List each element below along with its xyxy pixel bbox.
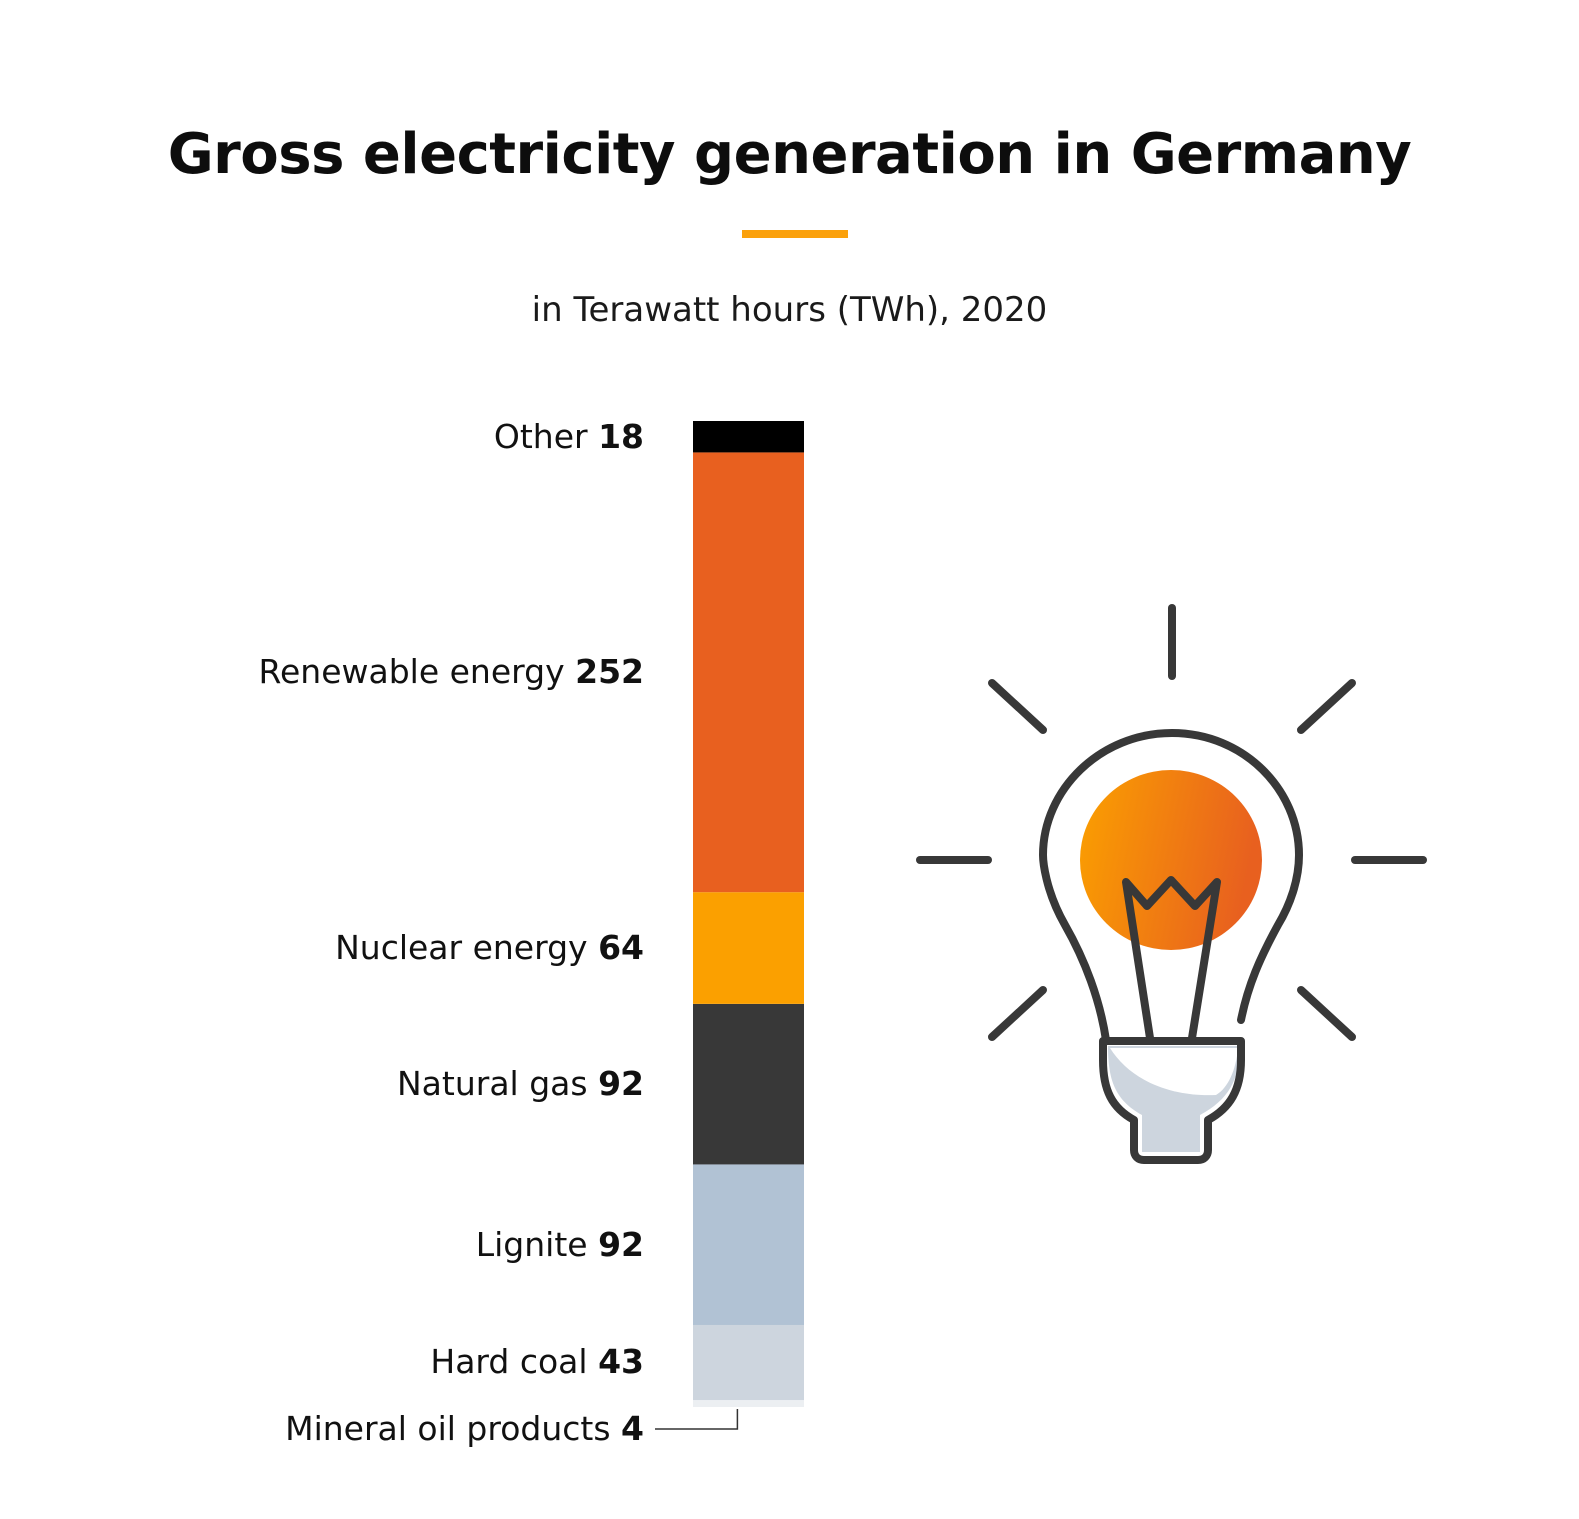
segment-name: Natural gas bbox=[397, 1064, 599, 1104]
title-accent-bar bbox=[742, 230, 848, 238]
bulb-glow bbox=[1080, 770, 1262, 950]
leader-line-mineral-oil bbox=[655, 1409, 739, 1430]
segment-label-renewable-energy: Renewable energy 252 bbox=[259, 652, 644, 692]
segment-value: 92 bbox=[598, 1064, 644, 1104]
segment-value: 64 bbox=[598, 928, 644, 968]
segment-value: 43 bbox=[598, 1342, 644, 1382]
segment-value: 4 bbox=[621, 1409, 644, 1448]
segment-label-lignite: Lignite 92 bbox=[476, 1225, 644, 1265]
lightbulb-icon bbox=[916, 604, 1427, 1164]
segment-name: Renewable energy bbox=[258, 652, 576, 692]
bulb-outline bbox=[1038, 728, 1304, 1044]
bar-stack bbox=[693, 421, 804, 1407]
segment-name: Nuclear energy bbox=[335, 928, 599, 968]
bar-segment-renewable-energy bbox=[693, 452, 804, 893]
segment-name: Other bbox=[493, 416, 599, 456]
bar-segment-mineral-oil-products bbox=[693, 1400, 804, 1407]
bar-segment-hard-coal bbox=[693, 1324, 804, 1401]
bulb-socket bbox=[1099, 1037, 1245, 1164]
segment-label-other: Other 18 bbox=[494, 417, 644, 457]
segment-value: 92 bbox=[598, 1224, 644, 1264]
segment-name: Lignite bbox=[475, 1224, 599, 1264]
segment-label-hard-coal: Hard coal 43 bbox=[430, 1342, 644, 1382]
segment-label-nuclear-energy: Nuclear energy 64 bbox=[335, 928, 644, 968]
bulb-filament bbox=[1122, 876, 1221, 1042]
light-rays-icon bbox=[916, 604, 1427, 1041]
segment-name: Mineral oil products bbox=[285, 1409, 622, 1448]
segment-label-natural-gas: Natural gas 92 bbox=[397, 1064, 644, 1104]
bar-segment-other bbox=[693, 421, 804, 453]
bar-segment-natural-gas bbox=[693, 1003, 804, 1165]
segment-value: 252 bbox=[575, 652, 644, 692]
chart-subtitle: in Terawatt hours (TWh), 2020 bbox=[531, 290, 1048, 330]
bar-segment-lignite bbox=[693, 1164, 804, 1325]
bar-segment-nuclear-energy bbox=[693, 892, 804, 1004]
segment-name: Hard coal bbox=[430, 1342, 599, 1382]
segment-value: 18 bbox=[598, 416, 644, 456]
chart-title: Gross electricity generation in Germany bbox=[167, 122, 1412, 187]
segment-label-mineral-oil-products: Mineral oil products 4 bbox=[285, 1409, 644, 1449]
